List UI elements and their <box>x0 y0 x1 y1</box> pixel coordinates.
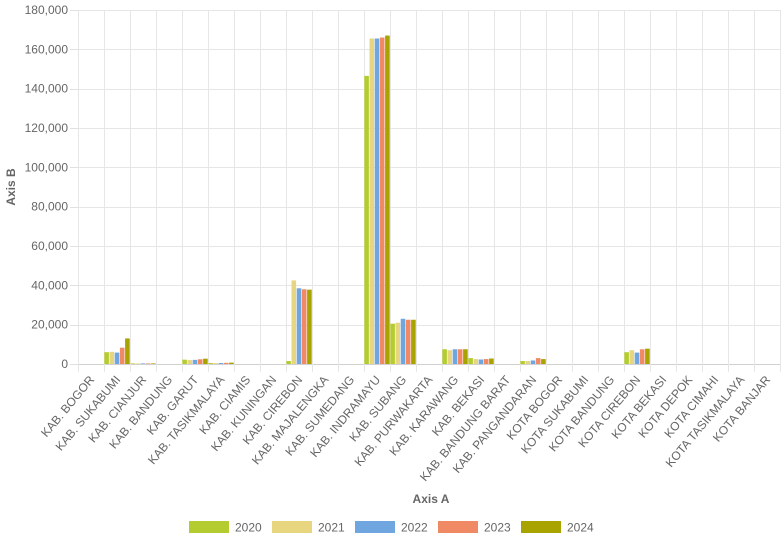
y-tick-label: 100,000 <box>25 160 69 174</box>
legend-swatch-2020[interactable] <box>189 521 229 533</box>
y-tick-label: 140,000 <box>25 82 69 96</box>
bar-2023[interactable] <box>535 358 541 364</box>
y-tick-label: 180,000 <box>25 3 69 17</box>
bar-2024[interactable] <box>489 358 494 364</box>
bar-2023[interactable] <box>639 349 645 364</box>
bar-2023[interactable] <box>483 359 489 364</box>
bar-2021[interactable] <box>395 322 401 364</box>
legend[interactable]: 2020 2021 2022 2023 2024 <box>189 521 594 535</box>
bar-2024[interactable] <box>125 338 130 364</box>
bar-2023[interactable] <box>301 289 307 364</box>
bar-2023[interactable] <box>145 363 151 364</box>
legend-label-2023[interactable]: 2023 <box>484 521 511 535</box>
bar-2024[interactable] <box>385 35 390 364</box>
bar-2021[interactable] <box>525 361 531 364</box>
bar-2022[interactable] <box>140 363 146 364</box>
legend-label-2022[interactable]: 2022 <box>401 521 428 535</box>
bar-2022[interactable] <box>530 360 536 364</box>
y-tick-label: 0 <box>61 357 68 371</box>
bar-2022[interactable] <box>114 352 120 364</box>
bar-2022[interactable] <box>218 363 224 364</box>
bar-2021[interactable] <box>447 350 453 364</box>
bar-2023[interactable] <box>457 349 463 364</box>
bar-2024[interactable] <box>411 319 416 364</box>
bar-2020[interactable] <box>390 323 395 364</box>
bar-2020[interactable] <box>208 363 213 364</box>
y-tick-label: 160,000 <box>25 42 69 56</box>
bar-2021[interactable] <box>213 363 219 364</box>
bar-2023[interactable] <box>197 359 203 364</box>
bar-2024[interactable] <box>645 348 650 364</box>
bar-2022[interactable] <box>452 349 458 364</box>
bar-2020[interactable] <box>468 358 473 364</box>
bar-2020[interactable] <box>364 75 369 364</box>
bar-2020[interactable] <box>520 361 525 364</box>
bar-2023[interactable] <box>223 362 229 364</box>
legend-swatch-2022[interactable] <box>355 521 395 533</box>
bar-2021[interactable] <box>291 280 297 364</box>
legend-swatch-2023[interactable] <box>438 521 478 533</box>
y-axis-title: Axis B <box>4 168 18 206</box>
bar-2021[interactable] <box>629 350 635 364</box>
bar-2020[interactable] <box>442 349 447 364</box>
bar-2021[interactable] <box>369 38 375 365</box>
bar-2020[interactable] <box>624 352 629 364</box>
x-axis-title: Axis A <box>413 492 450 506</box>
bar-2023[interactable] <box>379 37 385 364</box>
bar-2023[interactable] <box>405 319 411 364</box>
bar-2020[interactable] <box>182 359 187 364</box>
bar-2024[interactable] <box>203 358 208 364</box>
bar-2023[interactable] <box>119 347 125 364</box>
legend-label-2024[interactable]: 2024 <box>567 521 594 535</box>
bar-2020[interactable] <box>130 363 135 364</box>
bar-2021[interactable] <box>187 360 193 364</box>
y-tick-label: 40,000 <box>31 278 68 292</box>
bar-2021[interactable] <box>135 363 141 364</box>
bar-2022[interactable] <box>400 318 406 364</box>
y-tick-label: 80,000 <box>31 200 68 214</box>
y-tick-label: 60,000 <box>31 239 68 253</box>
bar-2022[interactable] <box>296 288 302 364</box>
y-tick-labels: 0 20,000 40,000 60,000 80,000 100,000 120,000 1… <box>25 3 69 371</box>
bar-2022[interactable] <box>192 359 198 364</box>
bar-2022[interactable] <box>634 352 640 364</box>
bar-2022[interactable] <box>478 359 484 364</box>
bar-2020[interactable] <box>104 352 109 364</box>
bar-2024[interactable] <box>229 362 234 364</box>
legend-label-2021[interactable]: 2021 <box>318 521 345 535</box>
bars-layer <box>104 35 650 365</box>
bar-2021[interactable] <box>109 351 115 364</box>
bar-2021[interactable] <box>473 359 479 364</box>
bar-2024[interactable] <box>151 363 156 364</box>
bar-2024[interactable] <box>541 359 546 364</box>
y-tick-label: 20,000 <box>31 318 68 332</box>
bar-2022[interactable] <box>374 38 380 365</box>
grid-layer <box>70 10 781 372</box>
legend-swatch-2024[interactable] <box>521 521 561 533</box>
legend-label-2020[interactable]: 2020 <box>235 521 262 535</box>
bar-2020[interactable] <box>286 361 291 364</box>
bar-2024[interactable] <box>307 289 312 364</box>
y-tick-label: 120,000 <box>25 121 69 135</box>
legend-swatch-2021[interactable] <box>272 521 312 533</box>
bar-2024[interactable] <box>463 349 468 364</box>
